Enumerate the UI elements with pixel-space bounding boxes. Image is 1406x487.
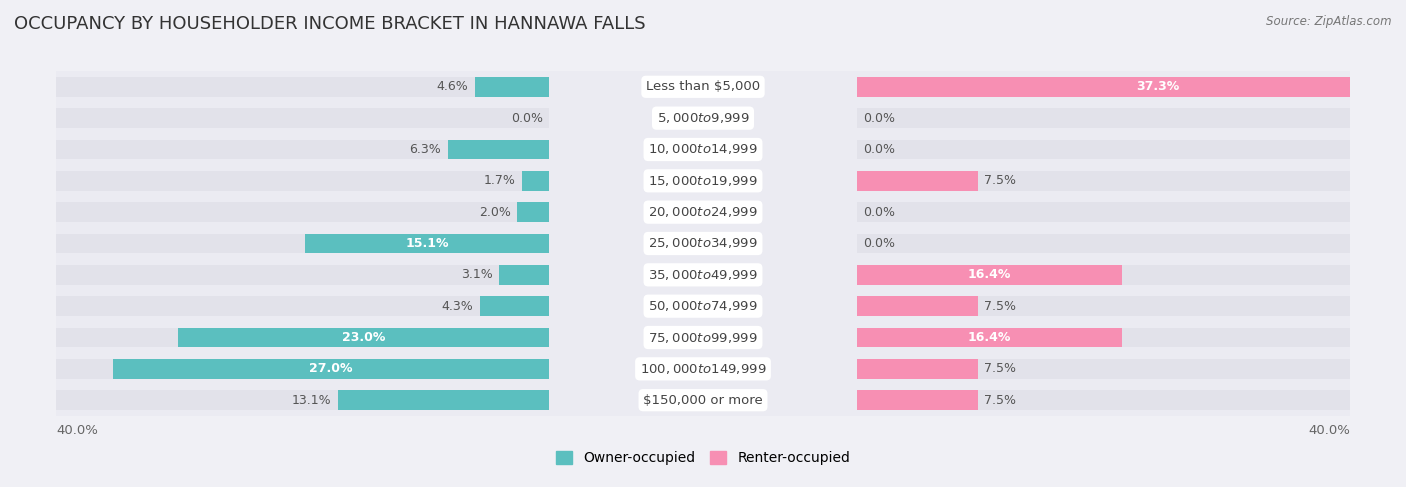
Text: 4.6%: 4.6% — [437, 80, 468, 94]
Text: 2.0%: 2.0% — [478, 206, 510, 219]
Bar — [856, 391, 979, 410]
Bar — [112, 359, 550, 378]
Text: $50,000 to $74,999: $50,000 to $74,999 — [648, 299, 758, 313]
Text: 7.5%: 7.5% — [984, 362, 1017, 375]
Text: 7.5%: 7.5% — [984, 393, 1017, 407]
Text: 40.0%: 40.0% — [56, 424, 98, 437]
Text: Less than $5,000: Less than $5,000 — [645, 80, 761, 94]
Text: 6.3%: 6.3% — [409, 143, 441, 156]
Text: 0.0%: 0.0% — [510, 112, 543, 125]
Bar — [856, 359, 979, 378]
Bar — [856, 77, 1406, 96]
Bar — [856, 328, 1122, 347]
Bar — [56, 171, 550, 190]
Text: 15.1%: 15.1% — [405, 237, 449, 250]
Text: 0.0%: 0.0% — [863, 206, 896, 219]
Bar — [56, 234, 550, 253]
Bar — [305, 234, 550, 253]
Bar — [479, 297, 550, 316]
Bar — [856, 297, 1350, 316]
Bar — [856, 328, 1350, 347]
Bar — [56, 71, 1350, 102]
Text: $100,000 to $149,999: $100,000 to $149,999 — [640, 362, 766, 376]
Bar — [56, 265, 550, 284]
Bar — [522, 171, 550, 190]
Text: 37.3%: 37.3% — [1136, 80, 1180, 94]
Text: 3.1%: 3.1% — [461, 268, 494, 281]
Legend: Owner-occupied, Renter-occupied: Owner-occupied, Renter-occupied — [550, 446, 856, 471]
Bar — [56, 353, 1350, 385]
Bar — [856, 359, 1350, 378]
Text: $15,000 to $19,999: $15,000 to $19,999 — [648, 174, 758, 188]
Text: 0.0%: 0.0% — [863, 143, 896, 156]
Text: 40.0%: 40.0% — [1308, 424, 1350, 437]
Bar — [856, 171, 1350, 190]
Text: 27.0%: 27.0% — [309, 362, 353, 375]
Bar — [56, 291, 1350, 322]
Text: $25,000 to $34,999: $25,000 to $34,999 — [648, 237, 758, 250]
Text: 0.0%: 0.0% — [863, 237, 896, 250]
Bar — [337, 391, 550, 410]
Bar — [517, 203, 550, 222]
Text: 16.4%: 16.4% — [967, 331, 1011, 344]
Bar — [856, 265, 1122, 284]
Bar — [856, 203, 1350, 222]
Bar — [56, 203, 550, 222]
Text: $5,000 to $9,999: $5,000 to $9,999 — [657, 111, 749, 125]
Bar — [56, 228, 1350, 259]
Text: 16.4%: 16.4% — [967, 268, 1011, 281]
Bar — [56, 259, 1350, 291]
Text: 1.7%: 1.7% — [484, 174, 516, 187]
Bar — [56, 359, 550, 378]
Bar — [475, 77, 550, 96]
Bar — [447, 140, 550, 159]
Bar — [499, 265, 550, 284]
Bar — [856, 234, 1350, 253]
Bar — [856, 77, 1350, 96]
Text: 0.0%: 0.0% — [863, 112, 896, 125]
Bar — [56, 196, 1350, 228]
Text: 4.3%: 4.3% — [441, 300, 474, 313]
Bar — [56, 328, 550, 347]
Text: 13.1%: 13.1% — [291, 393, 332, 407]
Bar — [177, 328, 550, 347]
Bar — [56, 391, 550, 410]
Bar — [56, 134, 1350, 165]
Bar — [856, 109, 1350, 128]
Bar — [56, 140, 550, 159]
Bar — [856, 297, 979, 316]
Bar — [56, 102, 1350, 134]
Text: Source: ZipAtlas.com: Source: ZipAtlas.com — [1267, 15, 1392, 28]
Bar — [56, 322, 1350, 353]
Text: $35,000 to $49,999: $35,000 to $49,999 — [648, 268, 758, 282]
Text: $75,000 to $99,999: $75,000 to $99,999 — [648, 331, 758, 344]
Text: 7.5%: 7.5% — [984, 174, 1017, 187]
Bar — [856, 140, 1350, 159]
Bar — [56, 109, 550, 128]
Text: 23.0%: 23.0% — [342, 331, 385, 344]
Text: 7.5%: 7.5% — [984, 300, 1017, 313]
Text: $10,000 to $14,999: $10,000 to $14,999 — [648, 143, 758, 156]
Bar — [56, 385, 1350, 416]
Text: $150,000 or more: $150,000 or more — [643, 393, 763, 407]
Bar — [856, 171, 979, 190]
Text: OCCUPANCY BY HOUSEHOLDER INCOME BRACKET IN HANNAWA FALLS: OCCUPANCY BY HOUSEHOLDER INCOME BRACKET … — [14, 15, 645, 33]
Bar — [856, 391, 1350, 410]
Bar — [56, 165, 1350, 196]
Bar — [56, 297, 550, 316]
Text: $20,000 to $24,999: $20,000 to $24,999 — [648, 205, 758, 219]
Bar — [56, 77, 550, 96]
Bar — [856, 265, 1350, 284]
